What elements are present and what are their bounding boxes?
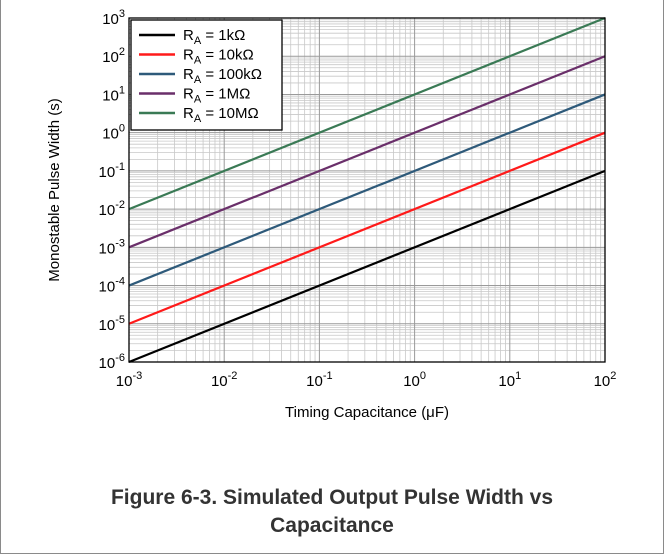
series-lines xyxy=(128,16,606,364)
x-tick-labels: 10-3 10-2 10-1 100 101 102 xyxy=(116,370,617,390)
legend-entry: RA = 10MΩ xyxy=(183,105,259,125)
series-line xyxy=(128,169,606,364)
x-tick-label: 10-1 xyxy=(306,370,332,390)
caption-line-1: Figure 6-3. Simulated Output Pulse Width… xyxy=(110,486,554,509)
figure-caption: Figure 6-3. Simulated Output Pulse Width… xyxy=(0,484,664,540)
y-tick-label: 101 xyxy=(102,84,125,104)
x-tick-label: 102 xyxy=(594,370,617,390)
y-tick-label: 103 xyxy=(102,8,125,28)
x-axis-label: Timing Capacitance (μF) xyxy=(285,404,449,421)
x-tick-label: 10-3 xyxy=(116,370,142,390)
legend-entry: RA = 1kΩ xyxy=(183,27,245,47)
series-line xyxy=(128,93,606,287)
y-tick-label: 10-5 xyxy=(99,314,125,334)
series-line xyxy=(128,131,606,325)
legend-entry: RA = 100kΩ xyxy=(183,66,262,86)
legend-entry: RA = 10kΩ xyxy=(183,47,254,67)
y-tick-label: 100 xyxy=(102,123,125,143)
x-tick-label: 100 xyxy=(403,370,426,390)
y-tick-label: 10-3 xyxy=(99,237,125,257)
legend-box xyxy=(130,19,283,131)
series-line xyxy=(128,55,606,249)
y-tick-labels: 10-6 10-5 10-4 10-3 10-2 10-1 100 101 102 103 xyxy=(99,8,125,372)
y-tick-label: 10-4 xyxy=(99,276,125,296)
y-tick-label: 10-6 xyxy=(99,352,125,372)
legend-entry: RA = 1MΩ xyxy=(183,86,250,106)
y-tick-label: 10-1 xyxy=(99,161,125,181)
x-tick-label: 10-2 xyxy=(211,370,237,390)
pulse-width-chart: 10-3 10-2 10-1 100 101 102 10-610-510-410-310… xyxy=(46,8,617,421)
y-axis-label: Monostable Pulse Width (s) xyxy=(46,98,63,281)
x-tick-label: 101 xyxy=(498,370,521,390)
series-line xyxy=(128,16,606,211)
y-tick-label: 102 xyxy=(102,46,125,66)
y-tick-label: 10-2 xyxy=(99,199,125,219)
plot-area-border xyxy=(128,17,606,363)
caption-line-2: Capacitance xyxy=(270,514,394,537)
